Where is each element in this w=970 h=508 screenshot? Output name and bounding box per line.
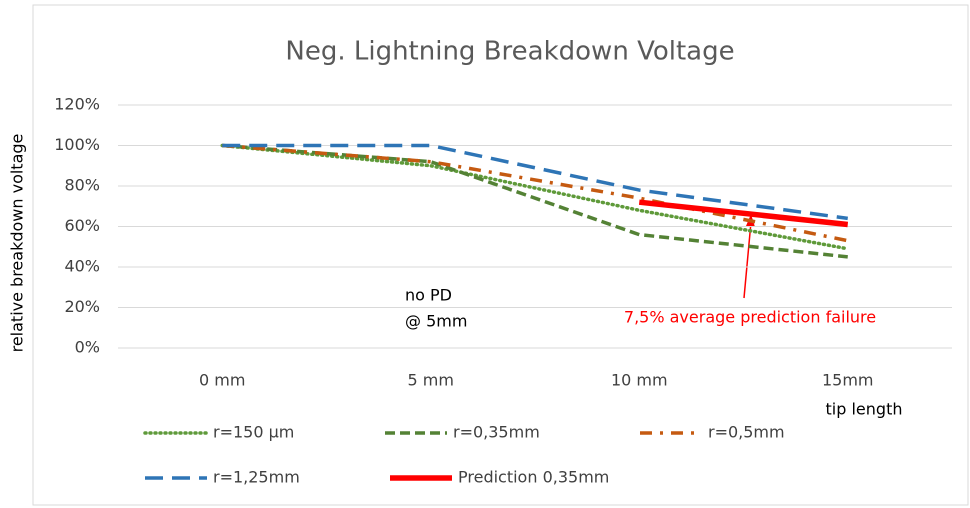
- chart-frame: [32, 4, 969, 506]
- x-tick-label: 10 mm: [611, 371, 668, 390]
- annotation-arrow: [743, 221, 752, 299]
- annotation: 7,5% average prediction failure: [624, 308, 876, 327]
- series-line: [222, 143, 848, 221]
- y-tick-label: 100%: [54, 135, 100, 154]
- x-tick-label: 0 mm: [199, 371, 245, 390]
- annotation: @ 5mm: [405, 312, 467, 331]
- legend-label: Prediction 0,35mm: [458, 468, 609, 487]
- legend-label: r=0,5mm: [708, 423, 785, 442]
- x-axis-label: tip length: [826, 400, 903, 419]
- y-tick-label: 20%: [64, 297, 100, 316]
- y-axis-label: relative breakdown voltage: [8, 134, 27, 353]
- series-line: [222, 143, 849, 243]
- x-tick-label: 5 mm: [408, 371, 454, 390]
- chart-title: Neg. Lightning Breakdown Voltage: [285, 37, 734, 67]
- y-tick-label: 40%: [64, 257, 100, 276]
- series-line: [638, 199, 849, 228]
- x-tick-label: 15mm: [822, 371, 874, 390]
- legend-label: r=150 µm: [213, 423, 294, 442]
- y-tick-label: 80%: [64, 176, 100, 195]
- legend-label: r=1,25mm: [213, 468, 300, 487]
- annotation: no PD: [405, 286, 452, 305]
- y-tick-label: 0%: [75, 338, 100, 357]
- series-line: [220, 143, 850, 251]
- legend-label: r=0,35mm: [453, 423, 540, 442]
- y-tick-label: 120%: [54, 95, 100, 114]
- series-line: [222, 143, 848, 259]
- y-tick-label: 60%: [64, 216, 100, 235]
